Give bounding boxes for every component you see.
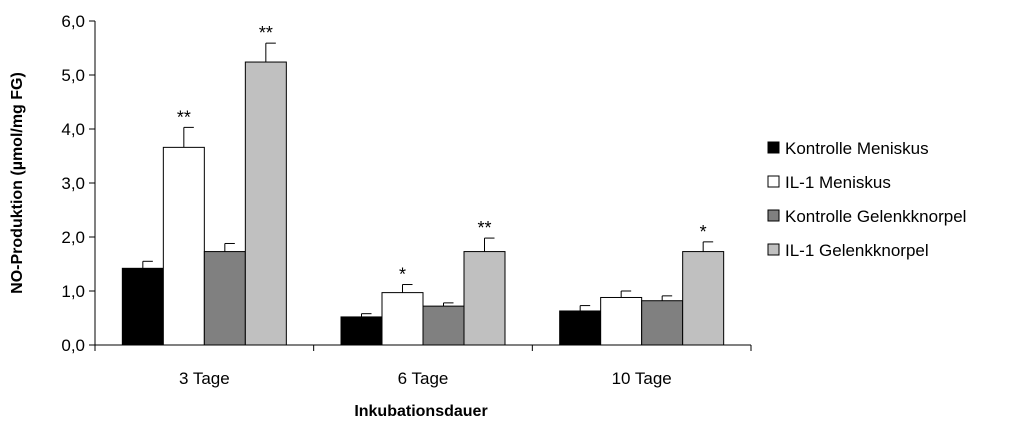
bar <box>340 316 383 346</box>
legend-swatch <box>767 209 780 222</box>
legend-label: Kontrolle Meniskus <box>785 139 929 158</box>
y-tick-label: 3,0 <box>61 174 85 193</box>
x-tick-label: 10 Tage <box>612 369 672 388</box>
bar <box>381 292 424 346</box>
significance-marker: * <box>700 222 707 242</box>
significance-marker: ** <box>259 23 273 43</box>
legend-label: IL-1 Meniskus <box>785 173 891 192</box>
bar <box>244 61 287 346</box>
legend-swatch <box>767 175 780 188</box>
legend-label: Kontrolle Gelenkknorpel <box>785 207 966 226</box>
x-axis-label: Inkubationsdauer <box>354 403 487 420</box>
bar <box>463 251 506 346</box>
bar <box>162 146 205 346</box>
significance-marker: ** <box>177 107 191 127</box>
x-axis: 3 Tage 6 Tage 10 Tage <box>94 344 752 388</box>
y-tick-label: 4,0 <box>61 120 85 139</box>
y-tick-label: 5,0 <box>61 66 85 85</box>
bar <box>559 310 602 346</box>
y-axis: 0,0 1,0 2,0 3,0 4,0 5,0 6,0 <box>61 12 96 355</box>
legend-swatch <box>767 141 780 154</box>
bar <box>203 251 246 346</box>
legend-swatch <box>767 243 780 256</box>
x-tick-label: 6 Tage <box>398 369 449 388</box>
x-tick-label: 3 Tage <box>179 369 230 388</box>
bars: ******* * <box>121 23 725 346</box>
legend: Kontrolle Meniskus IL-1 Meniskus Kontrolle… <box>767 139 966 260</box>
bar <box>641 300 684 346</box>
bar <box>121 267 164 346</box>
y-tick-label: 6,0 <box>61 12 85 31</box>
y-tick-label: 0,0 <box>61 336 85 355</box>
y-axis-label: NO-Produktion (µmol/mg FG) <box>9 72 26 294</box>
y-tick-label: 1,0 <box>61 282 85 301</box>
bar <box>682 251 725 346</box>
significance-marker: ** <box>477 218 491 238</box>
y-tick-label: 2,0 <box>61 228 85 247</box>
bar <box>422 305 465 346</box>
bar <box>600 296 643 346</box>
significance-marker: * <box>399 265 406 285</box>
legend-label: IL-1 Gelenkknorpel <box>785 241 929 260</box>
